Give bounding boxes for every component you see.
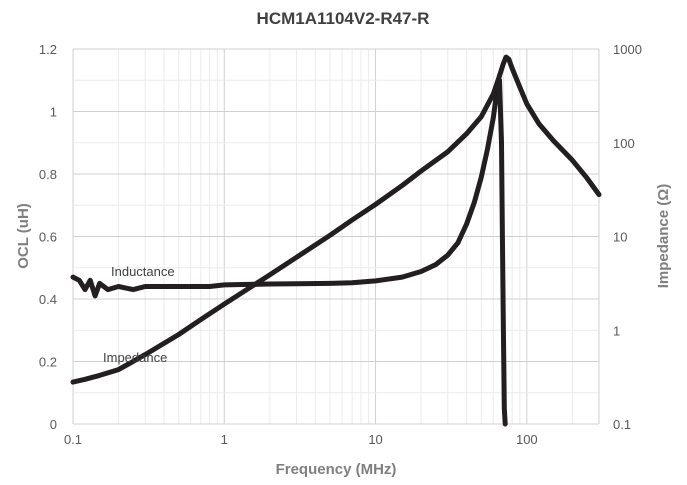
y-tick-label: 0.2 bbox=[39, 355, 57, 370]
series-lines bbox=[70, 54, 602, 427]
y-tick-label: 0.4 bbox=[39, 292, 57, 307]
y-axis-title: OCL (uH) bbox=[15, 203, 32, 269]
y-tick-label: 1.2 bbox=[39, 42, 57, 57]
y-tick-label: 0.8 bbox=[39, 167, 57, 182]
y-tick-label: 0.6 bbox=[39, 230, 57, 245]
y2-tick-label: 1000 bbox=[613, 42, 642, 57]
chart-title: HCM1A1104V2-R47-R bbox=[257, 9, 430, 28]
y2-axis-title: Impedance (Ω) bbox=[655, 184, 672, 289]
x-tick-label: 100 bbox=[516, 432, 538, 447]
y2-tick-label: 100 bbox=[613, 136, 635, 151]
y2-tick-label: 0.1 bbox=[613, 417, 631, 432]
x-tick-label: 10 bbox=[368, 432, 382, 447]
grid bbox=[72, 48, 600, 425]
x-tick-label: 1 bbox=[221, 432, 228, 447]
y2-tick-label: 1 bbox=[613, 323, 620, 338]
impedance-label: Impedance bbox=[103, 350, 167, 365]
y-tick-label: 0 bbox=[50, 417, 57, 432]
y2-tick-label: 10 bbox=[613, 230, 627, 245]
inductance-label: Inductance bbox=[111, 264, 175, 279]
x-tick-label: 0.1 bbox=[64, 432, 82, 447]
x-axis-title: Frequency (MHz) bbox=[276, 461, 397, 478]
impedance-line bbox=[70, 54, 602, 385]
inductance-line bbox=[70, 77, 508, 427]
y-tick-label: 1 bbox=[50, 105, 57, 120]
